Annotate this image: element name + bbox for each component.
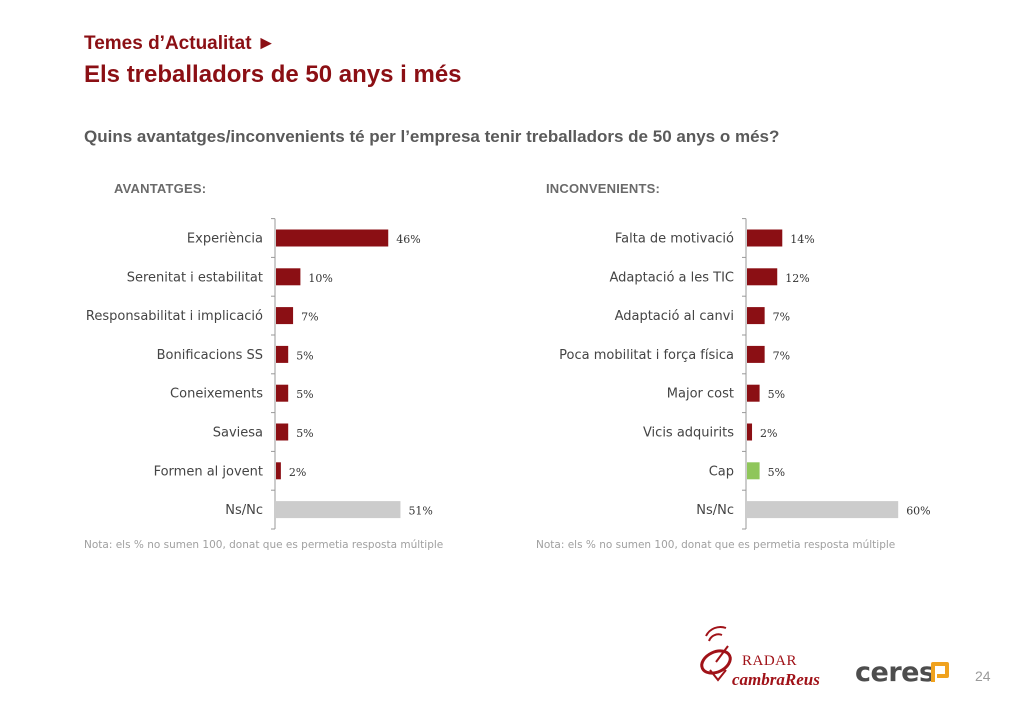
disadvantages-bar [747,501,899,519]
disadvantages-category-label: Cap [709,464,734,479]
advantages-value-label: 10% [308,272,332,285]
disadvantages-bar [747,384,760,402]
advantages-value-label: 5% [296,427,313,440]
advantages-value-label: 51% [408,505,432,518]
advantages-bar [276,462,281,480]
advantages-bar [276,268,301,286]
advantages-category-label: Responsabilitat i implicació [86,309,263,324]
disadvantages-bar [747,462,760,480]
advantages-category-label: Ns/Nc [225,503,263,518]
advantages-bar [276,423,289,441]
disadvantages-bar [747,307,765,325]
disadvantages-value-label: 60% [906,505,930,518]
advantages-chart: Experiència 46% Serenitat i estabilitat 10%… [0,205,460,531]
advantages-bar [276,345,289,363]
page-number: 24 [975,668,991,684]
disadvantages-value-label: 5% [768,388,785,401]
advantages-value-label: 5% [296,349,313,362]
ceres-logo-mark-icon [931,662,949,682]
radar-dish-icon [700,625,732,682]
advantages-heading: AVANTATGES: [114,181,207,196]
advantages-bar [276,229,389,247]
disadvantages-value-label: 12% [785,272,809,285]
disadvantages-bar [747,423,753,441]
advantages-category-label: Formen al jovent [154,464,263,479]
section-kicker: Temes d’Actualitat ► [84,33,276,54]
disadvantages-category-label: Major cost [667,387,734,402]
advantages-category-label: Coneixements [170,387,263,402]
advantages-note: Nota: els % no sumen 100, donat que es p… [84,539,444,551]
advantages-value-label: 7% [301,311,318,324]
advantages-category-label: Serenitat i estabilitat [127,270,263,285]
page-title: Els treballadors de 50 anys i més [84,61,462,88]
disadvantages-heading: INCONVENIENTS: [546,181,661,196]
disadvantages-value-label: 14% [790,233,814,246]
disadvantages-chart: Falta de motivació 14% Adaptació a les TIC… [470,205,940,531]
advantages-category-label: Saviesa [213,426,263,441]
advantages-chart-svg: Experiència 46% Serenitat i estabilitat 10%… [86,218,433,530]
disadvantages-category-label: Adaptació al canvi [615,309,734,324]
disadvantages-bar [747,345,765,363]
advantages-bar [276,307,294,325]
advantages-category-label: Bonificacions SS [157,348,263,363]
advantages-value-label: 46% [396,233,420,246]
disadvantages-category-label: Vicis adquirits [643,426,734,441]
disadvantages-category-label: Ns/Nc [696,503,734,518]
disadvantages-note: Nota: els % no sumen 100, donat que es p… [536,539,896,551]
disadvantages-bar [747,268,778,286]
survey-question: Quins avantatges/inconvenients té per l’… [84,127,780,146]
ceres-logo-text: ceres [855,657,935,688]
radar-logo-text: RADAR [742,653,798,669]
disadvantages-chart-svg: Falta de motivació 14% Adaptació a les TIC… [559,218,931,530]
advantages-bar [276,384,289,402]
disadvantages-category-label: Adaptació a les TIC [609,270,734,285]
advantages-value-label: 2% [289,466,306,479]
disadvantages-value-label: 2% [760,427,777,440]
disadvantages-bar [747,229,783,247]
advantages-bar [276,501,401,519]
disadvantages-category-label: Poca mobilitat i força física [559,348,734,363]
disadvantages-value-label: 5% [768,466,785,479]
disadvantages-value-label: 7% [773,349,790,362]
cambra-logo-text: cambraReus [732,670,820,689]
advantages-value-label: 5% [296,388,313,401]
disadvantages-category-label: Falta de motivació [615,232,734,247]
advantages-category-label: Experiència [187,232,263,247]
disadvantages-value-label: 7% [773,311,790,324]
